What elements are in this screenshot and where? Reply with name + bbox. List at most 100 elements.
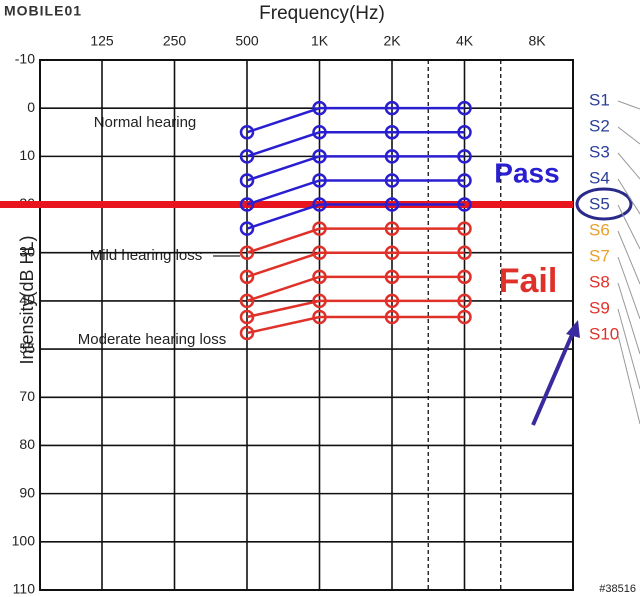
data-point: [457, 197, 472, 212]
data-point: [312, 221, 327, 236]
legend: S1 S2 S3 S4 S5 S6 S7 S8 S9 S10: [589, 90, 640, 425]
data-point: [312, 173, 327, 188]
data-point: [312, 269, 327, 285]
data-point: [384, 309, 400, 325]
pass-label: Pass: [494, 157, 559, 188]
series-line: [246, 299, 465, 319]
legend-label: S7: [589, 246, 610, 265]
legend-label: S5: [589, 194, 610, 213]
y-tick-label: 0: [27, 99, 35, 115]
data-point: [457, 173, 472, 188]
data-point: [457, 269, 472, 285]
data-point: [457, 221, 472, 236]
series-line: [246, 179, 465, 206]
legend-leader: [617, 178, 640, 215]
data-point: [384, 173, 400, 188]
legend-label: S2: [589, 116, 610, 135]
data-point: [384, 125, 400, 140]
y-tick-label: 110: [13, 581, 36, 597]
legend-leader: [617, 152, 640, 180]
y-tick-label: -10: [15, 51, 35, 67]
x-tick-label: 125: [90, 33, 114, 49]
y-tick-label: 55: [19, 340, 35, 356]
data-point: [239, 197, 255, 212]
chart-title: Frequency(Hz): [259, 3, 385, 24]
image-id: #38516: [599, 583, 636, 595]
legend-leader: [617, 100, 640, 110]
series-line: [246, 227, 465, 254]
data-point: [239, 245, 255, 260]
y-tick-label: 80: [19, 436, 35, 452]
data-point: [239, 325, 255, 341]
legend-label: S8: [589, 272, 610, 291]
y-tick-label: 40: [19, 292, 35, 308]
legend-label: S3: [589, 142, 610, 161]
data-point: [239, 221, 255, 236]
y-tick-label: 30: [19, 243, 35, 259]
data-point: [239, 309, 255, 325]
marks: [0, 100, 573, 341]
x-tick-label: 8K: [528, 33, 546, 49]
data-point: [239, 269, 255, 285]
legend-label: S9: [589, 298, 610, 317]
data-point: [457, 100, 472, 116]
legend-leader: [617, 126, 640, 145]
y-axis-label: Intensity(dB HL): [17, 235, 37, 364]
annotation: Normal hearing: [94, 114, 197, 131]
data-point: [384, 197, 400, 212]
data-point: [457, 309, 472, 325]
data-point: [384, 245, 400, 260]
data-point: [312, 309, 327, 325]
arrow: [531, 329, 576, 426]
data-point: [312, 149, 327, 164]
data-point: [384, 293, 400, 309]
data-point: [384, 100, 400, 116]
watermark: MOBILE01: [4, 3, 82, 19]
fail-label: Fail: [499, 262, 558, 300]
legend-label: S6: [589, 220, 610, 239]
data-point: [384, 221, 400, 236]
legend-leader: [617, 230, 640, 285]
series-line: [246, 315, 465, 335]
data-point: [384, 269, 400, 285]
data-point: [457, 293, 472, 309]
y-tick-label: 90: [19, 484, 35, 500]
data-point: [457, 149, 472, 164]
legend-label: S10: [589, 324, 619, 343]
data-point: [312, 197, 327, 212]
series-line: [246, 203, 465, 230]
annotation: Mild hearing loss: [90, 247, 203, 264]
data-point: [239, 125, 255, 140]
series-line: [246, 251, 465, 279]
x-tick-label: 1K: [311, 33, 329, 49]
data-point: [312, 245, 327, 260]
arrow-head: [566, 320, 580, 338]
y-tick-label: 70: [19, 388, 35, 404]
data-point: [457, 125, 472, 140]
legend-leader: [617, 282, 640, 355]
data-point: [312, 293, 327, 309]
x-tick-label: 250: [163, 33, 187, 49]
plot-frame: [39, 59, 574, 591]
data-point: [312, 100, 327, 116]
x-tick-label: 2K: [383, 33, 401, 49]
legend-leader: [617, 334, 640, 425]
x-tick-label: 4K: [456, 33, 474, 49]
annotation: Moderate hearing loss: [78, 331, 226, 348]
data-point: [239, 293, 255, 309]
data-point: [239, 173, 255, 188]
data-point: [312, 125, 327, 140]
data-point: [457, 245, 472, 260]
x-tick-label: 500: [235, 33, 259, 49]
series-line: [246, 275, 465, 303]
legend-label: S4: [589, 168, 610, 187]
legend-leader: [617, 256, 640, 320]
y-tick-label: 100: [12, 533, 36, 549]
y-tick-label: 10: [19, 147, 35, 163]
highlight-circle: [575, 187, 633, 221]
series-line: [246, 106, 465, 134]
legend-label: S1: [589, 90, 610, 109]
legend-leader: [617, 204, 640, 250]
